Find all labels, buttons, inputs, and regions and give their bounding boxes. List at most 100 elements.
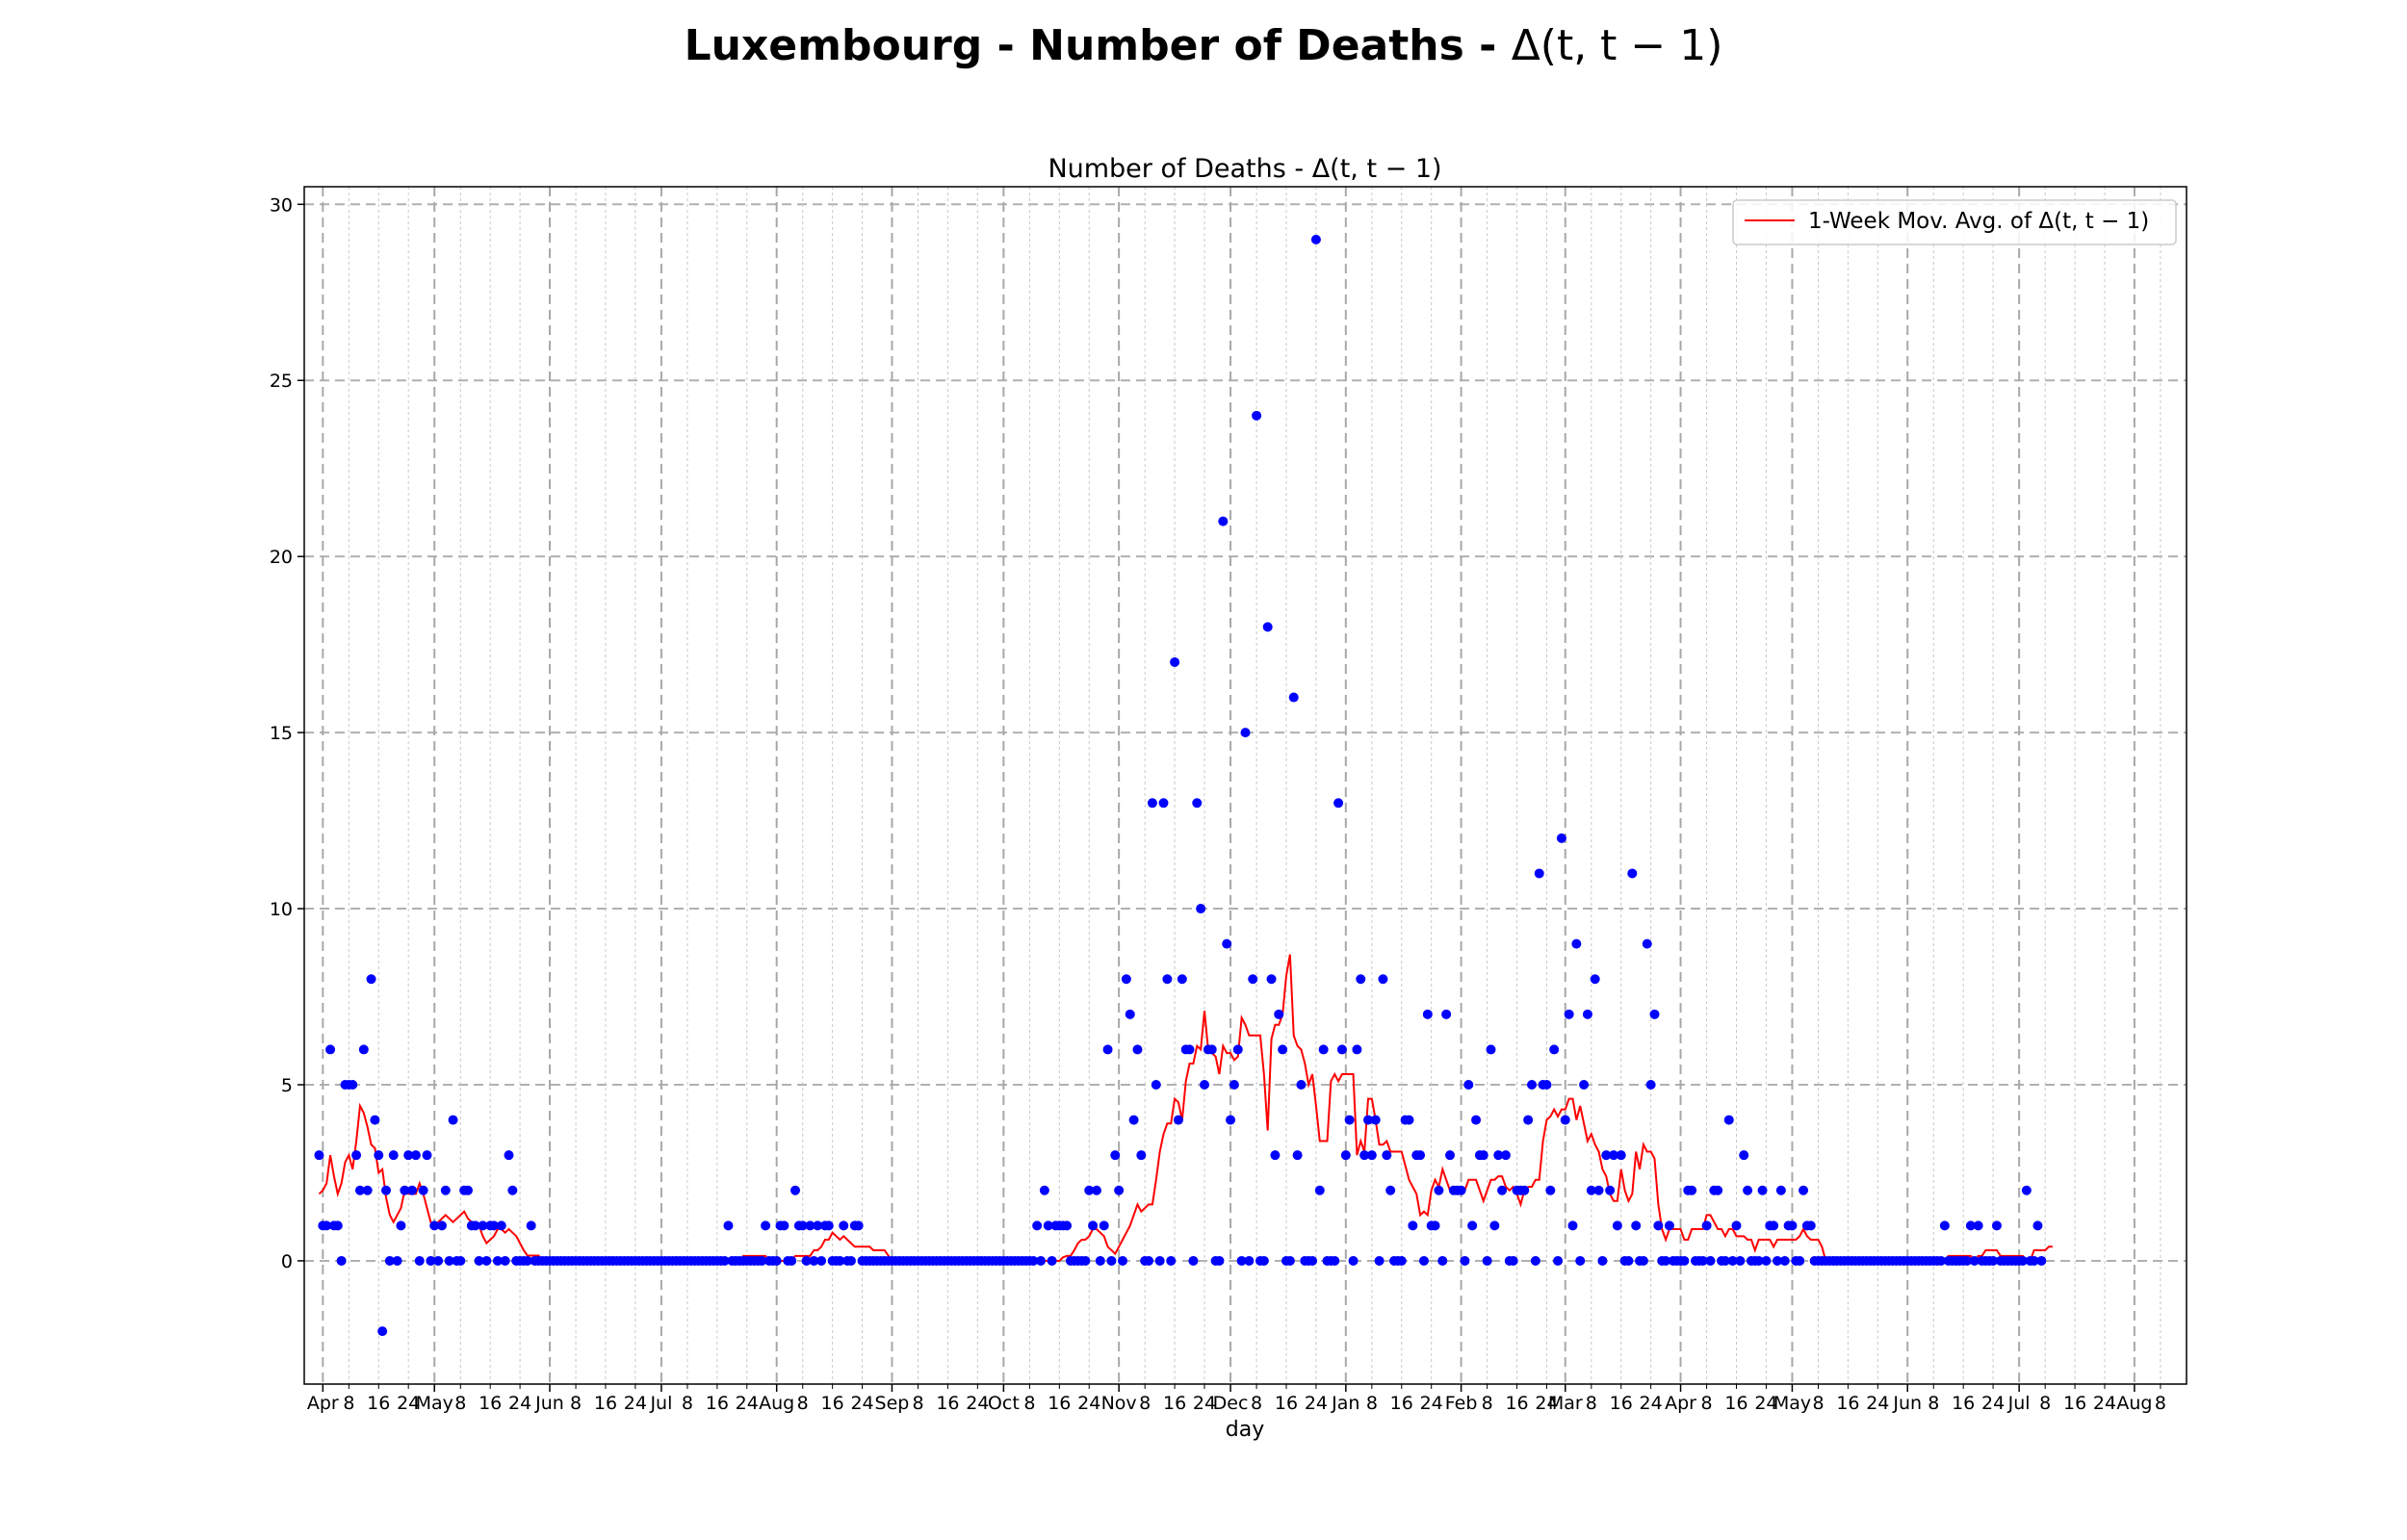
x-minor-tick-label: 16 <box>1724 1393 1747 1414</box>
x-major-tick-label: Jul <box>649 1393 672 1414</box>
data-point <box>1232 1044 1243 1055</box>
x-minor-tick-label: 8 <box>2039 1393 2051 1414</box>
data-point <box>809 1255 819 1266</box>
x-major-tick-label: Mar <box>1548 1393 1583 1414</box>
x-major-tick-label: Apr <box>307 1393 339 1414</box>
data-point <box>1128 1115 1139 1125</box>
y-tick-label: 10 <box>270 899 293 920</box>
data-point <box>1222 938 1232 949</box>
x-minor-tick-label: 16 <box>1952 1393 1975 1414</box>
data-point <box>1136 1150 1147 1161</box>
x-minor-tick-label: 8 <box>1139 1393 1151 1414</box>
data-point <box>1720 1255 1730 1266</box>
data-point <box>392 1255 402 1266</box>
data-point <box>362 1185 373 1195</box>
data-point <box>1441 1009 1452 1019</box>
data-point <box>1091 1185 1101 1195</box>
data-point <box>1735 1255 1746 1266</box>
data-point <box>336 1255 347 1266</box>
data-point <box>374 1150 384 1161</box>
data-point <box>1549 1044 1560 1055</box>
grid-layer <box>304 187 2187 1384</box>
moving-average-line <box>318 954 2053 1263</box>
data-point <box>1296 1080 1307 1090</box>
data-point <box>351 1150 362 1161</box>
data-point <box>1310 234 1321 244</box>
data-point <box>1307 1255 1318 1266</box>
data-point <box>1590 974 1600 985</box>
data-point <box>1534 868 1544 879</box>
data-point <box>1262 622 1273 632</box>
x-minor-tick-label: 16 <box>1836 1393 1859 1414</box>
data-point <box>1333 798 1344 808</box>
data-point <box>381 1185 391 1195</box>
x-minor-tick-label: 24 <box>966 1393 989 1414</box>
x-minor-tick-label: 16 <box>821 1393 844 1414</box>
data-point <box>1196 904 1206 914</box>
x-minor-tick-label: 24 <box>1305 1393 1328 1414</box>
data-point <box>1188 1255 1199 1266</box>
data-point <box>757 1255 767 1266</box>
data-point <box>1080 1255 1091 1266</box>
data-point <box>1486 1044 1496 1055</box>
x-major-tick-label: Jun <box>1892 1393 1922 1414</box>
data-point <box>1645 1080 1656 1090</box>
data-point <box>839 1220 849 1231</box>
x-major-tick-label: Aug <box>2116 1393 2152 1414</box>
data-point <box>358 1044 369 1055</box>
data-point <box>1962 1255 1973 1266</box>
x-minor-tick-label: 24 <box>1754 1393 1777 1414</box>
x-minor-tick-label: 24 <box>2093 1393 2116 1414</box>
data-point <box>1252 410 1262 421</box>
data-point <box>1158 798 1169 808</box>
data-point <box>436 1220 447 1231</box>
data-point <box>1370 1115 1381 1125</box>
data-point <box>426 1255 436 1266</box>
data-point <box>1571 938 1582 949</box>
data-point <box>504 1150 514 1161</box>
data-point <box>1965 1220 1976 1231</box>
x-minor-tick-label: 24 <box>1193 1393 1216 1414</box>
data-point <box>1661 1255 1671 1266</box>
x-minor-tick-label: 8 <box>2155 1393 2166 1414</box>
data-point <box>522 1255 532 1266</box>
data-point <box>835 1255 845 1266</box>
x-minor-tick-label: 8 <box>682 1393 693 1414</box>
data-point <box>1434 1185 1444 1195</box>
data-point <box>1597 1255 1608 1266</box>
data-point <box>1374 1255 1385 1266</box>
data-point <box>1687 1185 1697 1195</box>
data-point <box>1177 974 1187 985</box>
data-point <box>1437 1255 1448 1266</box>
data-point <box>1723 1115 1734 1125</box>
x-minor-tick-label: 16 <box>479 1393 502 1414</box>
data-point <box>1106 1255 1117 1266</box>
x-major-tick-label: Dec <box>1213 1393 1249 1414</box>
data-point <box>1266 974 1277 985</box>
data-point <box>1743 1185 1753 1195</box>
data-point <box>1229 1080 1239 1090</box>
data-point <box>1430 1220 1440 1231</box>
data-layer <box>314 234 2053 1337</box>
x-major-tick-label: Feb <box>1445 1393 1478 1414</box>
plot-title: Number of Deaths - Δ(t, t − 1) <box>1048 154 1441 184</box>
data-point <box>1508 1255 1518 1266</box>
data-point <box>1705 1255 1716 1266</box>
data-point <box>1144 1255 1154 1266</box>
legend-label: 1-Week Mov. Avg. of Δ(t, t − 1) <box>1808 209 2149 234</box>
data-point <box>489 1220 500 1231</box>
data-point <box>787 1255 797 1266</box>
data-point <box>1988 1255 1999 1266</box>
data-point <box>500 1255 510 1266</box>
data-point <box>1028 1255 1039 1266</box>
data-point <box>1062 1220 1073 1231</box>
data-point <box>771 1255 782 1266</box>
data-point <box>433 1255 444 1266</box>
data-point <box>470 1220 480 1231</box>
data-point <box>1642 938 1652 949</box>
data-point <box>1125 1009 1135 1019</box>
data-point <box>1404 1115 1414 1125</box>
x-minor-tick-label: 8 <box>1928 1393 1939 1414</box>
data-point <box>1278 1044 1288 1055</box>
data-point <box>779 1220 789 1231</box>
